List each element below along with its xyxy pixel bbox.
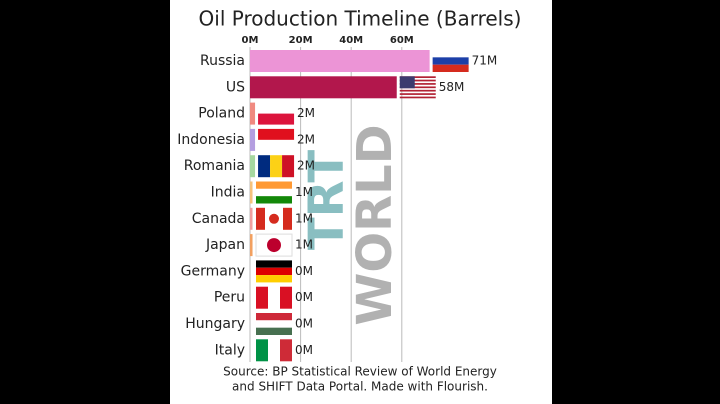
flag-stripe [399,86,436,89]
chart-title: Oil Production Timeline (Barrels) [199,7,522,31]
flag-stripe [399,83,436,85]
source-line: and SHIFT Data Portal. Made with Flouris… [232,380,488,394]
bar [250,76,397,99]
watermark-top: TRT [299,150,355,251]
flag-stripe [258,139,295,151]
y-tick-label: Hungary [185,316,245,332]
bar [250,234,253,257]
flag-stripe [256,207,265,230]
y-tick-label: Indonesia [177,132,245,148]
value-label: 1M [295,238,313,252]
flag-stripe [258,128,295,140]
flag-stripe [280,339,292,362]
total-heading: Total: [418,174,503,205]
flag-stripe [256,286,268,309]
watermark-bottom: WORLD [347,124,403,325]
flag-stripe [256,275,292,283]
y-tick-label: Germany [181,263,245,279]
x-tick-label: 20M [289,35,313,46]
flag-stripe [283,207,292,230]
flag [256,339,292,362]
flag-stripe [399,79,436,82]
flag-stripe [256,188,292,197]
bar [250,181,253,204]
flag [256,260,292,283]
flag-stripe [282,155,295,178]
flag-stripe [258,113,295,125]
flag-stripe [256,313,292,321]
flag-stripe [432,57,469,65]
flag [432,50,469,72]
value-label: 0M [295,317,313,331]
y-tick-label: Japan [205,237,245,253]
y-tick-label: Poland [198,106,245,122]
flag-stripe [270,155,283,178]
y-tick-label: Romania [184,158,245,174]
flag-stripe [256,260,292,268]
flag-stripe [256,327,292,335]
value-label: 0M [295,343,313,357]
flag-stripe [268,286,280,309]
flag-stripe [399,96,436,99]
value-label: 0M [295,290,313,304]
x-tick-label: 40M [339,35,363,46]
value-label: 2M [297,106,315,120]
flag-stripe [432,64,469,72]
flag [255,233,293,257]
flag-stripe [399,93,436,95]
flag-stripe [256,181,292,189]
flag-stripe [280,286,292,309]
value-label: 1M [295,211,313,225]
flag-canton [399,76,415,89]
bar [250,155,256,178]
y-tick-label: India [211,185,245,201]
y-tick-label: Canada [192,211,245,227]
bar [250,50,430,72]
value-label: 58M [439,80,465,94]
flag-stripe [258,155,271,178]
value-label: 1M [295,185,313,199]
flag-stripe [268,339,280,362]
flag-stripe [256,339,268,362]
watermark: TRT WORLD [299,124,403,325]
value-label: 0M [295,264,313,278]
x-tick-label: 0M [242,35,259,46]
flag-disc [267,238,281,253]
flag-stripe [256,267,292,276]
flag [256,207,292,230]
flag-stripe [258,102,295,114]
flag [256,181,292,204]
bar [250,128,256,151]
flag-stripe [256,196,292,204]
flag [258,102,295,125]
value-label: 2M [297,132,315,146]
flag-stripe [256,320,292,328]
flag-leaf [269,213,279,224]
source-line: Source: BP Statistical Review of World E… [223,365,497,379]
bar [250,102,256,125]
flag [399,76,436,99]
value-label: 71M [472,54,498,68]
y-tick-label: US [226,79,245,95]
x-tick-label: 60M [390,35,414,46]
flag [256,313,292,335]
flag [256,286,292,309]
flag [258,155,295,178]
y-tick-label: Peru [214,290,245,306]
y-tick-label: Italy [215,342,245,358]
y-tick-label: Russia [200,53,245,69]
flag-stripe [432,50,469,58]
flag [258,128,295,151]
total-value: 138M [447,249,508,274]
value-label: 2M [297,159,315,173]
bar [250,207,253,230]
flag-stripe [399,76,436,78]
flag-stripe [399,89,436,92]
year: 1900 [399,198,521,249]
